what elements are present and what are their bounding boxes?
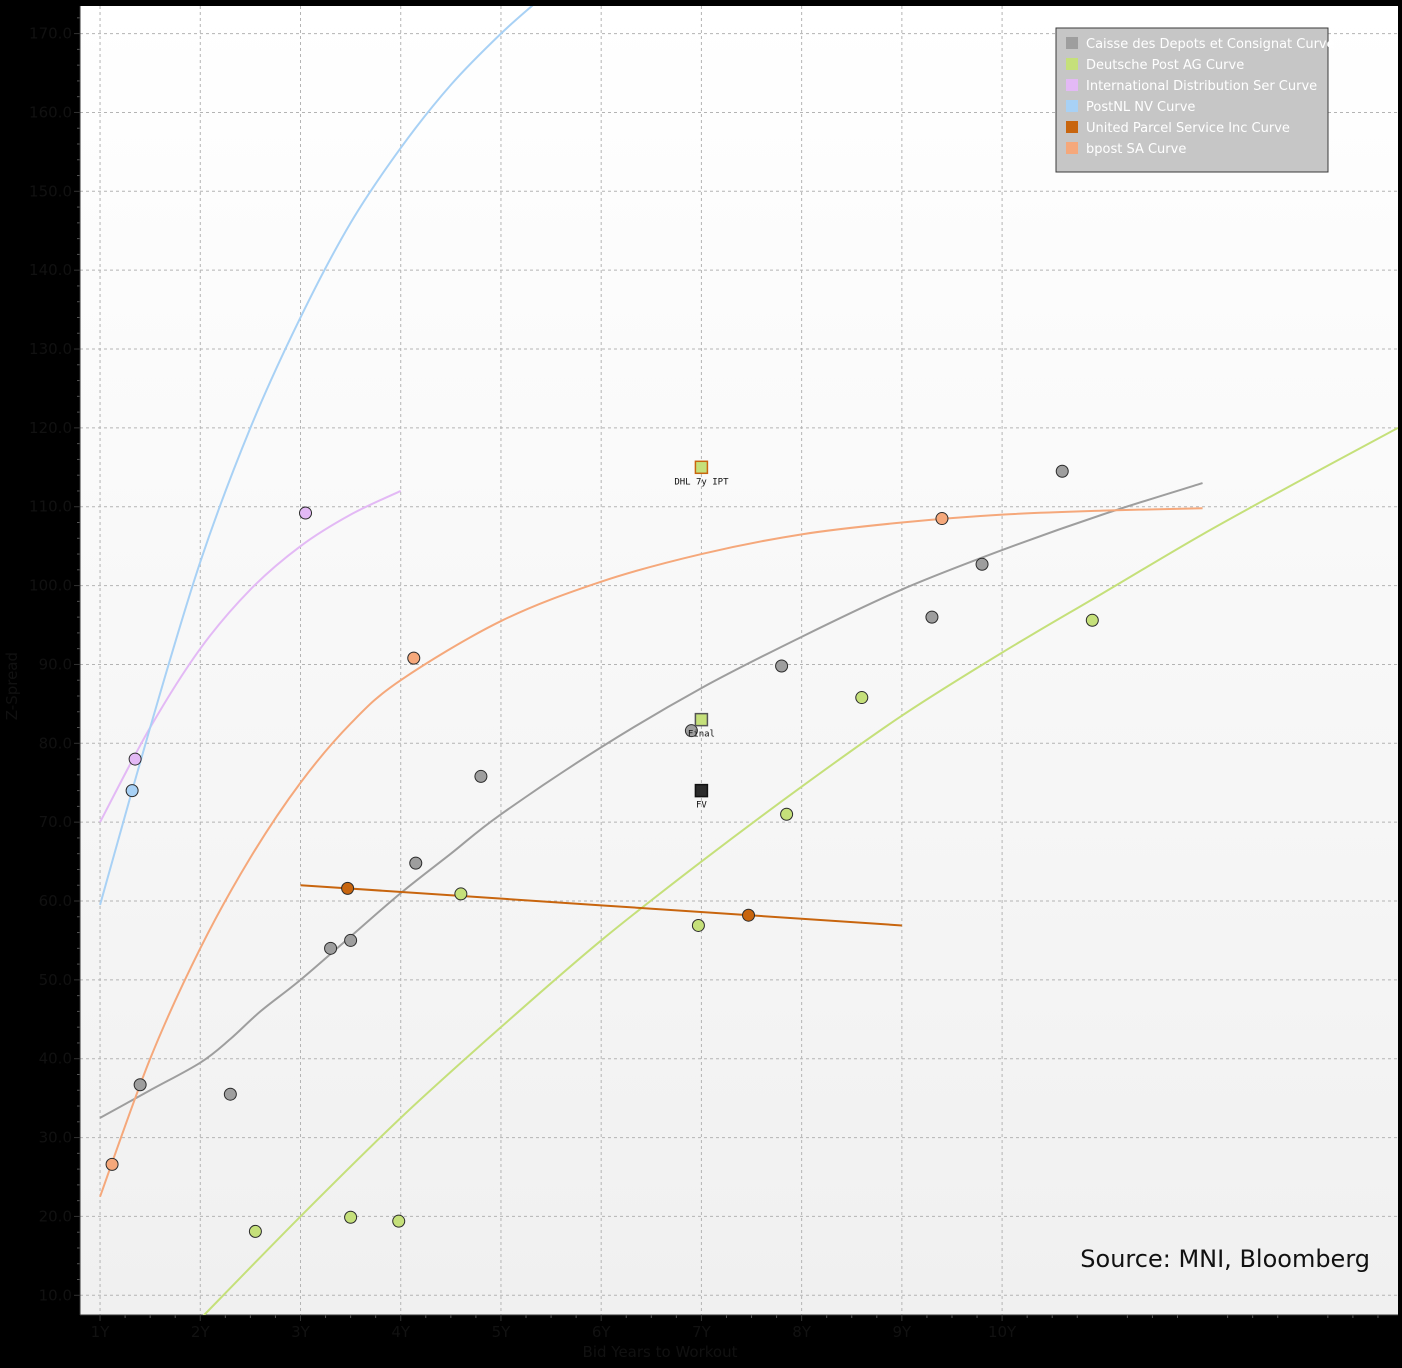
y-tick-label: 130.0	[29, 340, 72, 358]
series-curve	[202, 426, 1398, 1315]
annotation-markers: DHL 7y IPT Final FV	[674, 460, 729, 811]
y-tick-label: 150.0	[29, 182, 72, 200]
marker-square	[694, 712, 709, 727]
data-point	[324, 941, 338, 955]
data-point	[299, 506, 313, 520]
x-axis-title: Bid Years to Workout	[583, 1343, 738, 1361]
series-curve	[99, 490, 402, 823]
x-tick-label: 2Y	[191, 1323, 211, 1341]
data-point	[392, 1214, 406, 1228]
y-tick-label: 140.0	[29, 261, 72, 279]
source-annotation: Source: MNI, Bloomberg	[1080, 1245, 1370, 1273]
x-tick-label: 9Y	[893, 1323, 913, 1341]
plot-area	[80, 6, 1398, 1315]
y-tick-label: 30.0	[39, 1129, 72, 1147]
data-point	[105, 1157, 119, 1171]
data-point	[128, 752, 142, 766]
y-tick-label: 110.0	[29, 498, 72, 516]
data-point	[935, 512, 949, 526]
legend-swatch	[1066, 142, 1078, 154]
y-tick-label: 100.0	[29, 577, 72, 595]
data-point	[248, 1224, 262, 1238]
marker-label: DHL 7y IPT	[674, 477, 729, 487]
y-tick-label: 60.0	[39, 892, 72, 910]
data-point	[407, 651, 421, 665]
y-tick-label: 160.0	[29, 103, 72, 121]
y-tick-label: 50.0	[39, 971, 72, 989]
data-point	[855, 691, 869, 705]
y-axis-title: Z-Spread	[3, 652, 21, 720]
data-point	[1085, 613, 1099, 627]
data-point	[341, 881, 355, 895]
y-tick-label: 170.0	[29, 25, 72, 43]
y-tick-label: 10.0	[39, 1286, 72, 1304]
legend-label: United Parcel Service Inc Curve	[1086, 121, 1290, 136]
legend: Caisse des Depots et Consignat Curve Deut…	[1055, 27, 1335, 173]
data-point	[925, 610, 939, 624]
marker-square	[694, 783, 709, 798]
legend-label: Deutsche Post AG Curve	[1086, 58, 1244, 73]
legend-label: Caisse des Depots et Consignat Curve	[1086, 37, 1335, 52]
x-tick-label: 7Y	[692, 1323, 712, 1341]
legend-label: bpost SA Curve	[1086, 142, 1186, 157]
legend-swatch	[1066, 100, 1078, 112]
axes: 10.0 20.0 30.0 40.0 50.0 60.0 70.0 80.0 90.0 100.…	[29, 6, 1398, 1341]
marker-square	[694, 460, 709, 475]
legend-box	[1055, 27, 1329, 173]
x-tick-label: 8Y	[792, 1323, 812, 1341]
marker-label: Final	[688, 730, 715, 740]
series-curve	[99, 6, 534, 906]
y-tick-label: 80.0	[39, 734, 72, 752]
x-tick-label: 1Y	[91, 1323, 111, 1341]
series-curve	[99, 507, 1203, 1198]
data-point	[1055, 464, 1069, 478]
y-tick-label: 20.0	[39, 1207, 72, 1225]
x-tick-label: 5Y	[492, 1323, 512, 1341]
data-point	[344, 933, 358, 947]
x-tick-label: 3Y	[291, 1323, 311, 1341]
legend-label: PostNL NV Curve	[1086, 100, 1195, 115]
series-points	[105, 464, 1099, 1238]
legend-swatch	[1066, 79, 1078, 91]
x-tick-label: 4Y	[391, 1323, 411, 1341]
series-curves	[99, 6, 1398, 1315]
data-point	[775, 659, 789, 673]
legend-swatch	[1066, 121, 1078, 133]
data-point	[454, 887, 468, 901]
y-tick-label: 70.0	[39, 813, 72, 831]
y-tick-label: 120.0	[29, 419, 72, 437]
data-point	[742, 908, 756, 922]
data-point	[780, 807, 794, 821]
series-curve	[300, 884, 902, 927]
x-tick-label: 10Y	[988, 1323, 1017, 1341]
data-point	[975, 557, 989, 571]
data-point	[474, 769, 488, 783]
legend-label: International Distribution Ser Curve	[1086, 79, 1317, 94]
y-tick-label: 40.0	[39, 1050, 72, 1068]
data-point	[409, 856, 423, 870]
data-point	[344, 1210, 358, 1224]
data-point	[125, 784, 139, 798]
data-point	[691, 918, 705, 932]
data-point	[223, 1087, 237, 1101]
data-point	[684, 724, 698, 738]
x-tick-label: 6Y	[592, 1323, 612, 1341]
data-point	[133, 1078, 147, 1092]
y-tick-label: 90.0	[39, 655, 72, 673]
legend-swatch	[1066, 58, 1078, 70]
legend-swatch	[1066, 37, 1078, 49]
series-curve	[99, 482, 1203, 1119]
marker-label: FV	[696, 801, 707, 811]
